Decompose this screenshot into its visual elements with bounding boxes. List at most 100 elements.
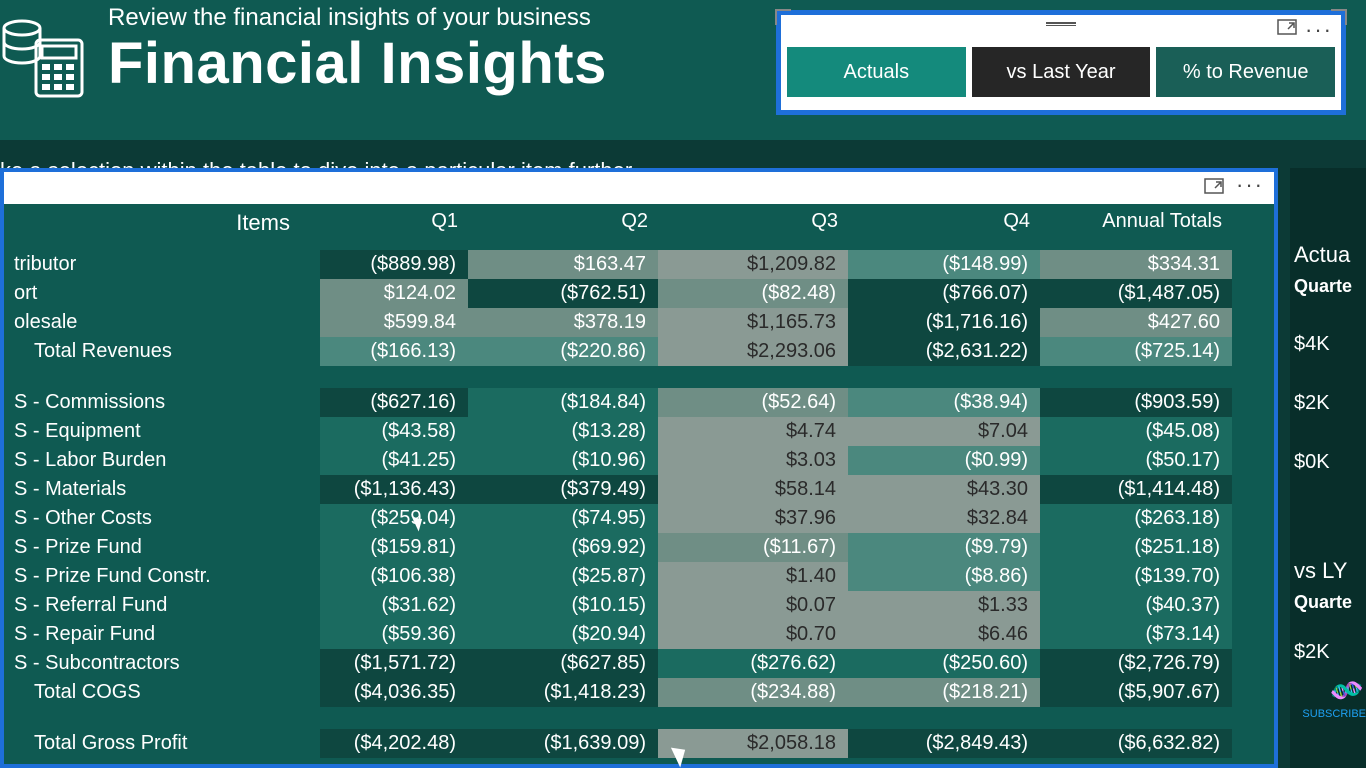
focus-mode-icon[interactable] <box>1277 19 1297 35</box>
tab-pct-to-revenue[interactable]: % to Revenue <box>1156 47 1335 97</box>
row-label[interactable]: Total Gross Profit <box>4 729 320 758</box>
data-cell[interactable]: ($50.17) <box>1040 446 1232 475</box>
data-cell[interactable]: ($4,036.35) <box>320 678 468 707</box>
row-label[interactable]: Total COGS <box>4 678 320 707</box>
data-cell[interactable]: ($263.18) <box>1040 504 1232 533</box>
data-cell[interactable]: ($5,907.67) <box>1040 678 1232 707</box>
data-cell[interactable]: ($139.70) <box>1040 562 1232 591</box>
data-cell[interactable]: ($1,487.05) <box>1040 279 1232 308</box>
data-cell[interactable]: ($11.67) <box>658 533 848 562</box>
data-cell[interactable]: ($220.86) <box>468 337 658 366</box>
financial-table-visual[interactable]: ··· ItemsQ1Q2Q3Q4Annual Totalstributor($… <box>0 168 1278 768</box>
data-cell[interactable]: ($74.95) <box>468 504 658 533</box>
column-header[interactable]: Annual Totals <box>1040 204 1232 250</box>
column-header-items[interactable]: Items <box>4 204 320 250</box>
data-cell[interactable]: ($52.64) <box>658 388 848 417</box>
data-cell[interactable]: ($2,726.79) <box>1040 649 1232 678</box>
data-cell[interactable]: ($1,716.16) <box>848 308 1040 337</box>
data-cell[interactable]: $378.19 <box>468 308 658 337</box>
data-cell[interactable]: $1,209.82 <box>658 250 848 279</box>
data-cell[interactable]: ($250.60) <box>848 649 1040 678</box>
data-cell[interactable]: $0.70 <box>658 620 848 649</box>
data-cell[interactable]: ($1,571.72) <box>320 649 468 678</box>
data-cell[interactable]: ($627.16) <box>320 388 468 417</box>
data-cell[interactable]: ($218.21) <box>848 678 1040 707</box>
data-cell[interactable]: $1.33 <box>848 591 1040 620</box>
data-cell[interactable]: ($0.99) <box>848 446 1040 475</box>
data-cell[interactable]: ($184.84) <box>468 388 658 417</box>
data-cell[interactable]: $427.60 <box>1040 308 1232 337</box>
row-label[interactable]: S - Materials <box>4 475 320 504</box>
row-label[interactable]: S - Referral Fund <box>4 591 320 620</box>
data-cell[interactable]: ($889.98) <box>320 250 468 279</box>
data-cell[interactable]: ($13.28) <box>468 417 658 446</box>
data-cell[interactable]: ($276.62) <box>658 649 848 678</box>
data-cell[interactable]: ($148.99) <box>848 250 1040 279</box>
data-cell[interactable]: ($259.04) <box>320 504 468 533</box>
data-cell[interactable]: $58.14 <box>658 475 848 504</box>
more-options-icon[interactable]: ··· <box>1236 172 1264 198</box>
data-cell[interactable]: ($2,849.43) <box>848 729 1040 758</box>
data-cell[interactable]: $43.30 <box>848 475 1040 504</box>
more-options-icon[interactable]: ··· <box>1305 17 1333 43</box>
focus-mode-icon[interactable] <box>1204 178 1224 199</box>
data-cell[interactable]: ($766.07) <box>848 279 1040 308</box>
data-cell[interactable]: ($10.96) <box>468 446 658 475</box>
resize-handle-tr[interactable] <box>1331 9 1347 25</box>
data-cell[interactable]: $334.31 <box>1040 250 1232 279</box>
data-cell[interactable]: ($1,418.23) <box>468 678 658 707</box>
row-label[interactable]: S - Prize Fund <box>4 533 320 562</box>
row-label[interactable]: S - Labor Burden <box>4 446 320 475</box>
data-cell[interactable]: ($725.14) <box>1040 337 1232 366</box>
data-cell[interactable]: ($20.94) <box>468 620 658 649</box>
tab-vs-last-year[interactable]: vs Last Year <box>972 47 1151 97</box>
data-cell[interactable]: ($1,639.09) <box>468 729 658 758</box>
data-cell[interactable]: $2,293.06 <box>658 337 848 366</box>
row-label[interactable]: S - Prize Fund Constr. <box>4 562 320 591</box>
row-label[interactable]: S - Repair Fund <box>4 620 320 649</box>
data-cell[interactable]: ($41.25) <box>320 446 468 475</box>
data-cell[interactable]: $6.46 <box>848 620 1040 649</box>
data-cell[interactable]: ($45.08) <box>1040 417 1232 446</box>
data-cell[interactable]: ($8.86) <box>848 562 1040 591</box>
data-cell[interactable]: ($82.48) <box>658 279 848 308</box>
row-label[interactable]: S - Equipment <box>4 417 320 446</box>
column-header[interactable]: Q3 <box>658 204 848 250</box>
view-slicer[interactable]: ··· Actuals vs Last Year % to Revenue <box>776 10 1346 115</box>
data-cell[interactable]: ($31.62) <box>320 591 468 620</box>
data-cell[interactable]: $4.74 <box>658 417 848 446</box>
data-cell[interactable]: ($762.51) <box>468 279 658 308</box>
data-cell[interactable]: ($4,202.48) <box>320 729 468 758</box>
column-header[interactable]: Q1 <box>320 204 468 250</box>
data-cell[interactable]: ($43.58) <box>320 417 468 446</box>
data-cell[interactable]: ($106.38) <box>320 562 468 591</box>
data-cell[interactable]: ($379.49) <box>468 475 658 504</box>
data-cell[interactable]: $32.84 <box>848 504 1040 533</box>
drag-handle-icon[interactable] <box>1046 21 1076 27</box>
column-header[interactable]: Q4 <box>848 204 1040 250</box>
data-cell[interactable]: $3.03 <box>658 446 848 475</box>
row-label[interactable]: S - Commissions <box>4 388 320 417</box>
row-label[interactable]: olesale <box>4 308 320 337</box>
data-cell[interactable]: $163.47 <box>468 250 658 279</box>
data-cell[interactable]: $7.04 <box>848 417 1040 446</box>
data-cell[interactable]: ($38.94) <box>848 388 1040 417</box>
data-cell[interactable]: ($9.79) <box>848 533 1040 562</box>
data-cell[interactable]: ($251.18) <box>1040 533 1232 562</box>
resize-handle-tl[interactable] <box>775 9 791 25</box>
row-label[interactable]: ort <box>4 279 320 308</box>
data-cell[interactable]: ($25.87) <box>468 562 658 591</box>
data-cell[interactable]: ($2,631.22) <box>848 337 1040 366</box>
row-label[interactable]: S - Other Costs <box>4 504 320 533</box>
row-label[interactable]: tributor <box>4 250 320 279</box>
data-cell[interactable]: ($6,632.82) <box>1040 729 1232 758</box>
data-cell[interactable]: ($159.81) <box>320 533 468 562</box>
data-cell[interactable]: ($234.88) <box>658 678 848 707</box>
data-cell[interactable]: ($166.13) <box>320 337 468 366</box>
data-cell[interactable]: $124.02 <box>320 279 468 308</box>
financial-table-grid[interactable]: ItemsQ1Q2Q3Q4Annual Totalstributor($889.… <box>4 204 1274 758</box>
data-cell[interactable]: $0.07 <box>658 591 848 620</box>
data-cell[interactable]: $1.40 <box>658 562 848 591</box>
data-cell[interactable]: $599.84 <box>320 308 468 337</box>
data-cell[interactable]: ($40.37) <box>1040 591 1232 620</box>
